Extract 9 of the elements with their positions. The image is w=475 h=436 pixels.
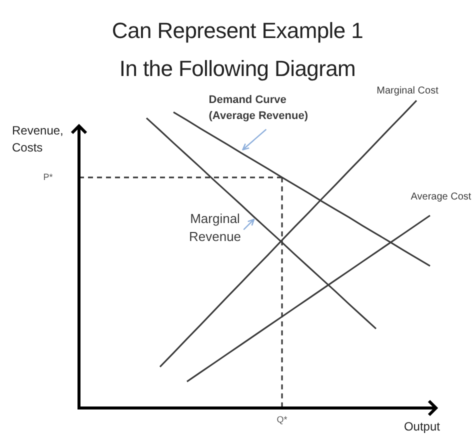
chart-title: Can Represent Example 1 In the Following Diagram xyxy=(112,18,364,81)
ref-line-label: P* xyxy=(43,172,54,182)
y-axis-title: Revenue, Costs xyxy=(12,123,64,154)
x-axis-title: Output xyxy=(404,419,441,434)
series-label: Demand Curve (Average Revenue) xyxy=(208,94,308,122)
text: Q* xyxy=(276,414,288,424)
text: Average Cost xyxy=(410,191,472,202)
series-label: Marginal Revenue xyxy=(188,210,242,244)
series-label: Marginal Cost xyxy=(376,85,439,96)
